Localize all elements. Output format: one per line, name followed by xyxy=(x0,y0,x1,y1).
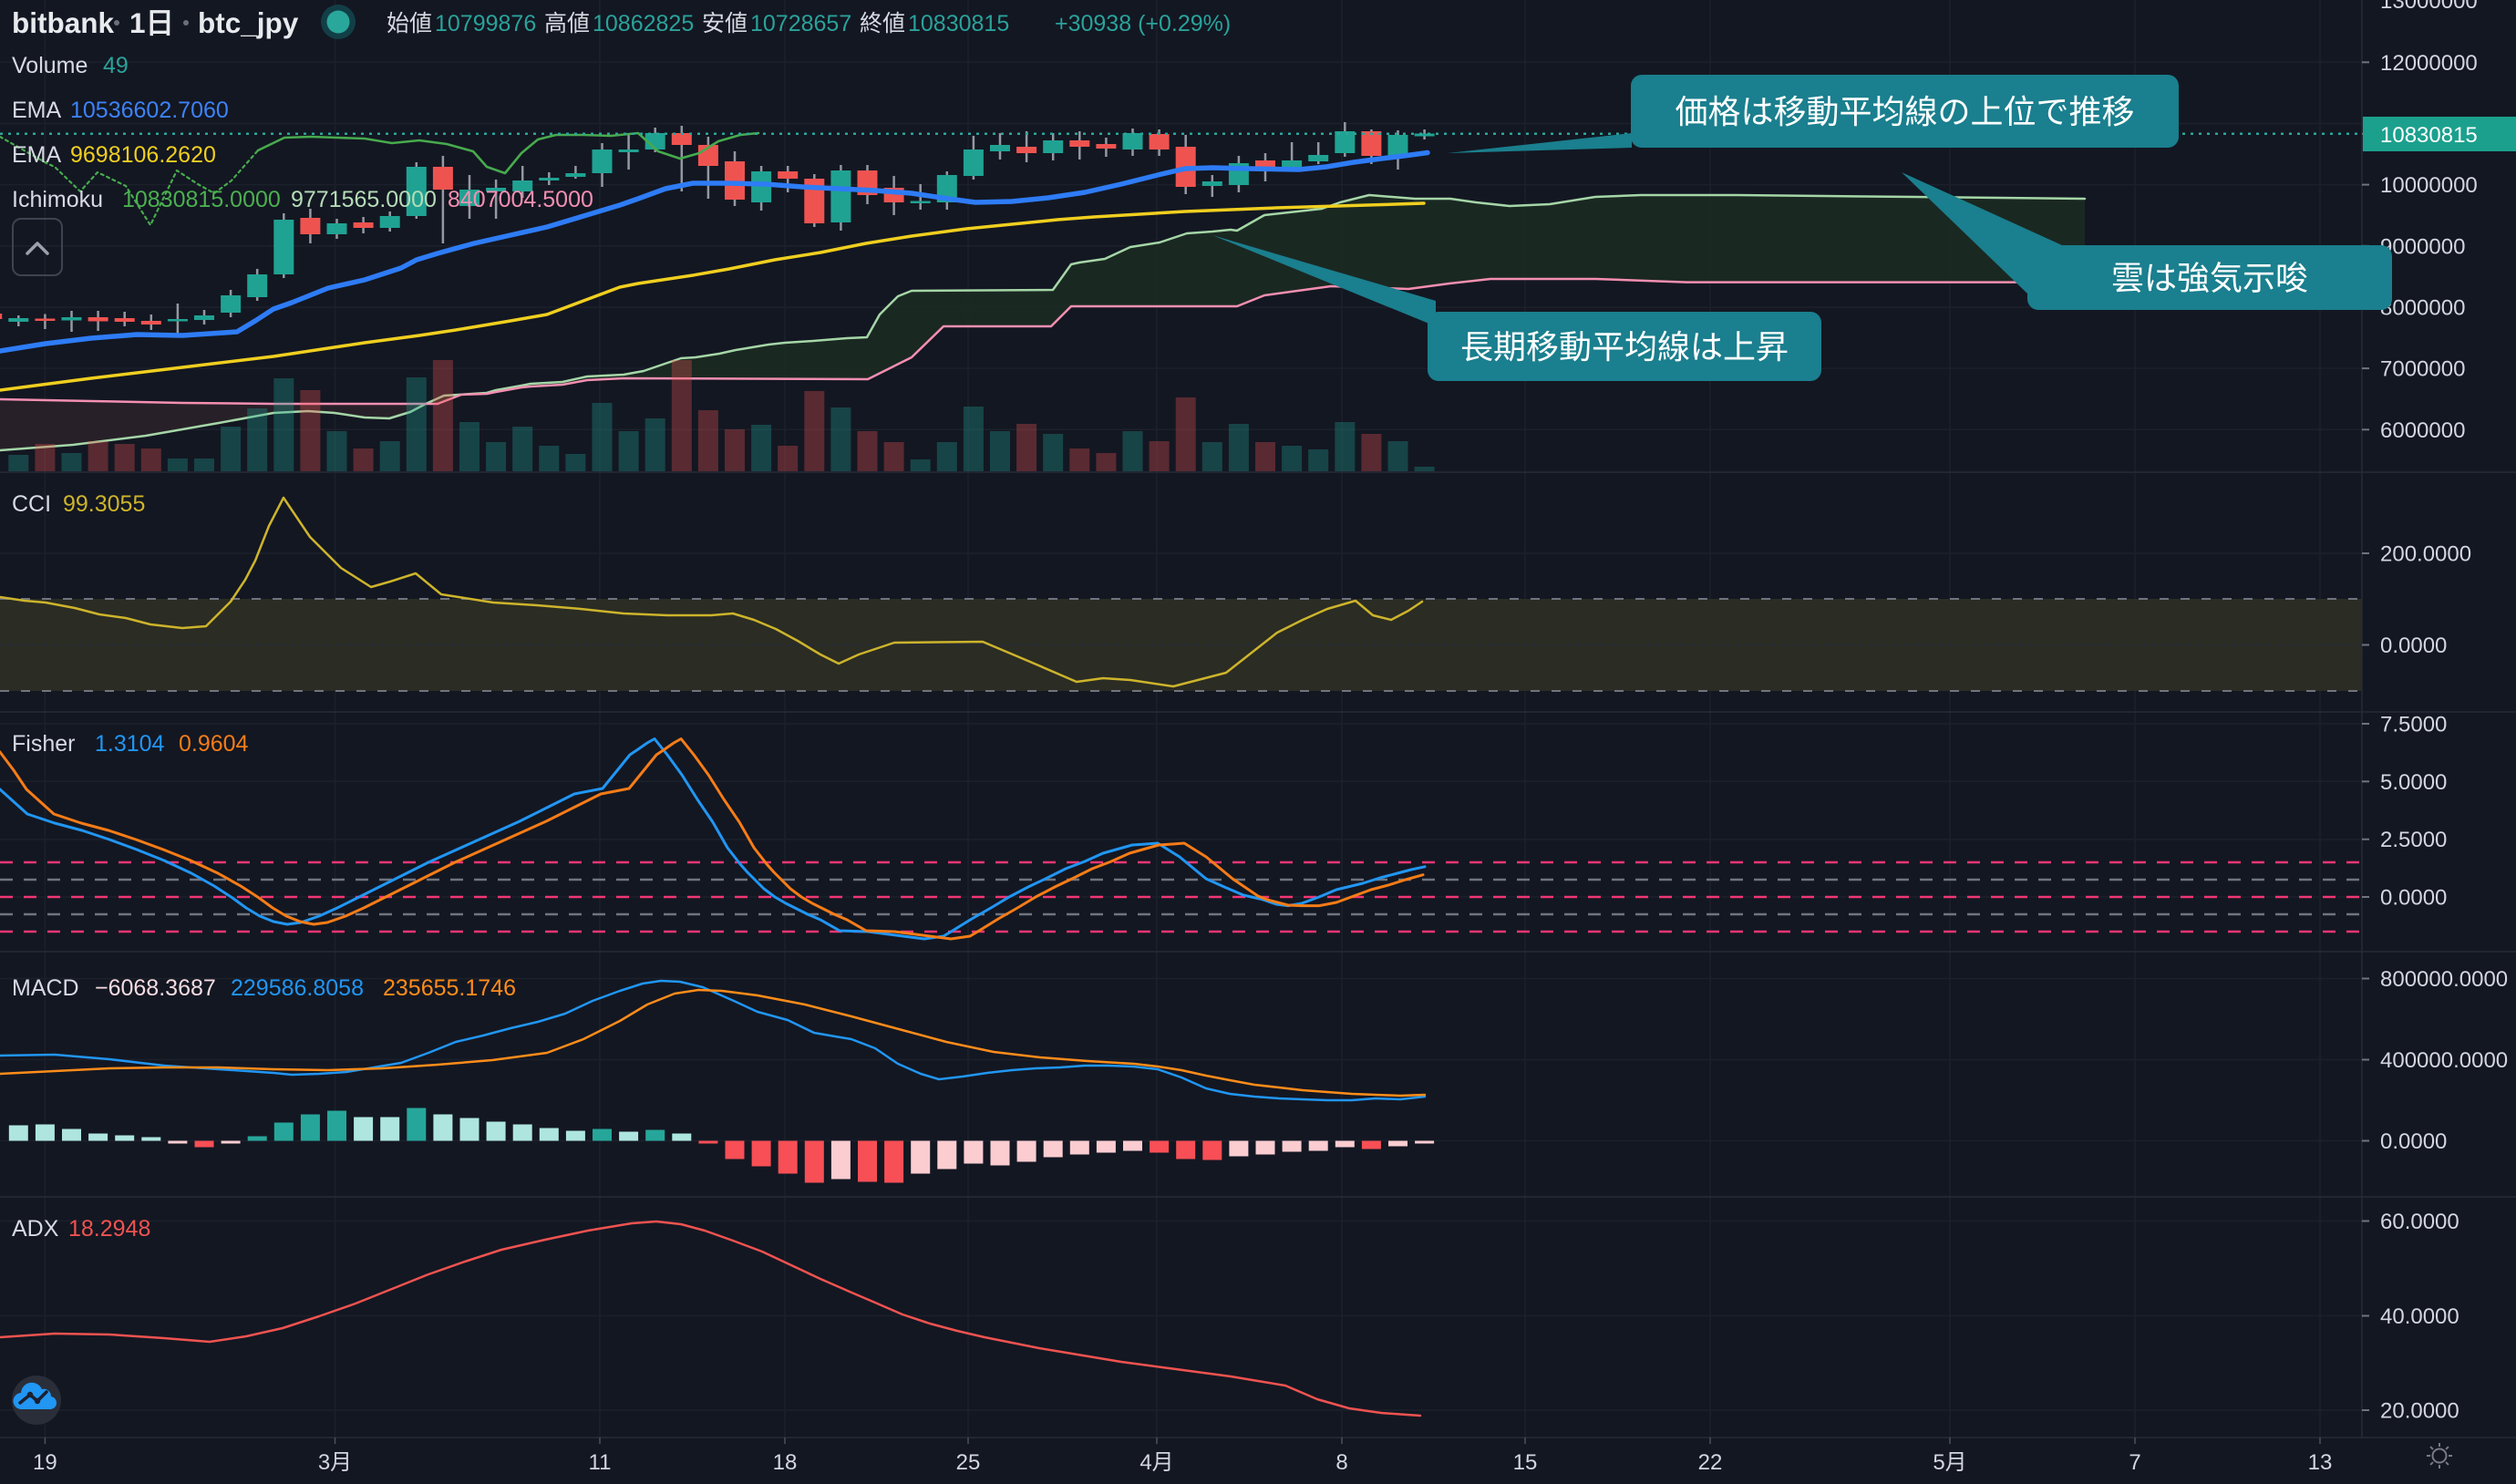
svg-text:Fisher: Fisher xyxy=(12,731,75,757)
svg-text:400000.0000: 400000.0000 xyxy=(2380,1048,2508,1073)
svg-text:5月: 5月 xyxy=(1933,1450,1966,1475)
svg-text:1日: 1日 xyxy=(129,6,174,39)
svg-text:22: 22 xyxy=(1698,1450,1723,1475)
svg-text:Volume: Volume xyxy=(12,53,88,78)
svg-text:10830815.0000: 10830815.0000 xyxy=(122,187,281,212)
svg-text:25: 25 xyxy=(956,1450,981,1475)
svg-text:0.0000: 0.0000 xyxy=(2380,1129,2447,1154)
svg-text:10862825: 10862825 xyxy=(593,11,694,36)
svg-text:7000000: 7000000 xyxy=(2380,357,2465,382)
svg-text:終値: 終値 xyxy=(860,11,905,36)
svg-text:Ichimoku: Ichimoku xyxy=(12,187,103,212)
svg-text:10799876: 10799876 xyxy=(435,11,536,36)
svg-text:10830815: 10830815 xyxy=(908,11,1009,36)
svg-text:3月: 3月 xyxy=(318,1450,352,1475)
svg-text:8000000: 8000000 xyxy=(2380,295,2465,320)
svg-text:安値: 安値 xyxy=(702,11,748,36)
svg-text:10000000: 10000000 xyxy=(2380,173,2478,198)
svg-text:4月: 4月 xyxy=(1139,1450,1173,1475)
svg-text:11: 11 xyxy=(589,1450,612,1475)
svg-text:18.2948: 18.2948 xyxy=(68,1216,150,1242)
svg-text:10536602.7060: 10536602.7060 xyxy=(70,98,229,123)
svg-text:長期移動平均線は上昇: 長期移動平均線は上昇 xyxy=(1460,328,1789,366)
svg-text:−6068.3687: −6068.3687 xyxy=(95,975,216,1001)
svg-text:13: 13 xyxy=(2308,1450,2333,1475)
svg-text:13000000: 13000000 xyxy=(2380,0,2478,14)
svg-text:EMA: EMA xyxy=(12,142,62,168)
svg-text:99.3055: 99.3055 xyxy=(63,491,145,517)
svg-text:15: 15 xyxy=(1513,1450,1538,1475)
svg-text:8407004.5000: 8407004.5000 xyxy=(448,187,593,212)
svg-text:200.0000: 200.0000 xyxy=(2380,542,2471,567)
svg-text:9000000: 9000000 xyxy=(2380,234,2465,259)
svg-text:ADX: ADX xyxy=(12,1216,59,1242)
svg-text:10728657: 10728657 xyxy=(750,11,851,36)
svg-text:0.0000: 0.0000 xyxy=(2380,634,2447,658)
svg-text:7.5000: 7.5000 xyxy=(2380,713,2447,737)
svg-text:高値: 高値 xyxy=(544,11,590,36)
svg-text:0.9604: 0.9604 xyxy=(179,731,249,757)
svg-text:40.0000: 40.0000 xyxy=(2380,1304,2459,1329)
svg-text:235655.1746: 235655.1746 xyxy=(383,975,516,1001)
svg-text:10830815: 10830815 xyxy=(2380,123,2478,148)
svg-text:価格は移動平均線の上位で推移: 価格は移動平均線の上位で推移 xyxy=(1675,93,2134,130)
svg-text:0.0000: 0.0000 xyxy=(2380,886,2447,911)
svg-text:6000000: 6000000 xyxy=(2380,418,2465,443)
svg-text:12000000: 12000000 xyxy=(2380,51,2478,76)
svg-text:9698106.2620: 9698106.2620 xyxy=(70,142,216,168)
svg-text:始値: 始値 xyxy=(387,11,432,36)
svg-text:8: 8 xyxy=(1335,1450,1347,1475)
svg-text:MACD: MACD xyxy=(12,975,79,1001)
svg-text:229586.8058: 229586.8058 xyxy=(231,975,364,1001)
svg-text:雲は強気示唆: 雲は強気示唆 xyxy=(2111,260,2308,297)
svg-text:+30938 (+0.29%): +30938 (+0.29%) xyxy=(1055,11,1231,36)
svg-text:bitbank: bitbank xyxy=(12,6,114,39)
svg-text:9771565.0000: 9771565.0000 xyxy=(291,187,437,212)
svg-text:19: 19 xyxy=(33,1450,57,1475)
svg-text:800000.0000: 800000.0000 xyxy=(2380,967,2508,992)
svg-text:1.3104: 1.3104 xyxy=(95,731,165,757)
svg-text:49: 49 xyxy=(103,53,129,78)
svg-text:60.0000: 60.0000 xyxy=(2380,1210,2459,1234)
svg-text:5.0000: 5.0000 xyxy=(2380,770,2447,795)
svg-text:20.0000: 20.0000 xyxy=(2380,1399,2459,1424)
svg-text:2.5000: 2.5000 xyxy=(2380,828,2447,852)
svg-text:EMA: EMA xyxy=(12,98,62,123)
svg-text:btc_jpy: btc_jpy xyxy=(198,6,299,39)
svg-text:CCI: CCI xyxy=(12,491,51,517)
svg-text:7: 7 xyxy=(2129,1450,2140,1475)
svg-text:18: 18 xyxy=(773,1450,798,1475)
